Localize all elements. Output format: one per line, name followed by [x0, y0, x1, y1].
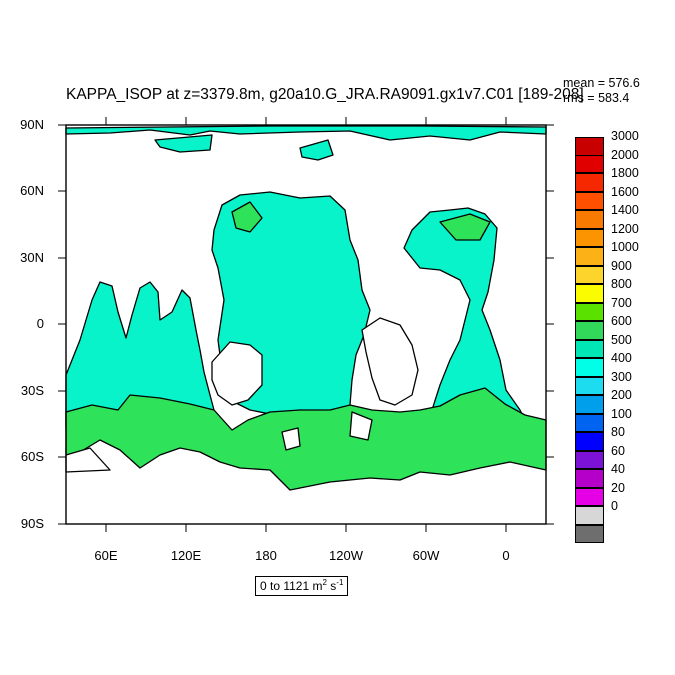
colorbar-swatch	[575, 265, 604, 284]
colorbar-swatch	[575, 247, 604, 266]
data-range-label: 0 to 1121 m2 s-1	[255, 576, 349, 596]
range-text: 0 to 1121 m	[260, 579, 323, 593]
lat-label-90s: 90S	[20, 516, 44, 531]
lat-label-60s: 60S	[20, 449, 44, 464]
colorbar-swatch	[575, 154, 604, 173]
lat-label-60n: 60N	[20, 183, 44, 198]
colorbar-swatch	[575, 432, 604, 451]
colorbar-label: 500	[611, 332, 632, 347]
colorbar-swatch	[575, 524, 604, 543]
arctic-region	[65, 125, 547, 141]
colorbar-swatch	[575, 376, 604, 395]
colorbar-label: 300	[611, 369, 632, 384]
new-zealand-land	[281, 427, 301, 451]
range-sup-1: 2	[322, 578, 327, 587]
drake-gap-land	[349, 411, 373, 441]
land-masks	[65, 317, 419, 473]
colorbar-swatch	[575, 210, 604, 229]
colorbar-swatch	[575, 506, 604, 525]
range-mid: s	[326, 579, 337, 593]
colorbar-swatch	[575, 358, 604, 377]
lat-label-0: 0	[36, 316, 44, 331]
colorbar-label: 800	[611, 277, 632, 291]
lon-label-120w: 120W	[329, 548, 363, 563]
colorbar-swatch	[575, 321, 604, 340]
rms-stat: rms = 583.4	[563, 91, 630, 105]
range-sup-2: -1	[336, 578, 344, 587]
lon-label-60e: 60E	[94, 548, 118, 563]
lon-label-180: 180	[255, 548, 277, 563]
colorbar-label: 200	[611, 388, 632, 402]
lon-label-0: 0	[502, 548, 510, 563]
mean-stat: mean = 576.6	[563, 76, 640, 90]
colorbar-swatch	[575, 469, 604, 488]
colorbar-label: 1600	[611, 184, 639, 199]
colorbar-swatch	[575, 487, 604, 506]
colorbar-swatch	[575, 173, 604, 192]
colorbar-label: 1400	[611, 203, 639, 217]
colorbar-swatch	[575, 137, 604, 156]
colorbar-swatch	[575, 450, 604, 469]
colorbar-swatch	[575, 339, 604, 358]
lat-label-30s: 30S	[20, 383, 44, 398]
australia-land	[211, 341, 263, 406]
lon-label-120e: 120E	[170, 548, 202, 563]
north-pacific-green	[231, 201, 263, 233]
colorbar-label: 100	[611, 406, 632, 421]
plot-title: KAPPA_ISOP at z=3379.8m, g20a10.G_JRA.RA…	[66, 86, 584, 103]
lon-label-60w: 60W	[412, 548, 440, 563]
ocean-field	[65, 125, 547, 491]
colorbar-swatch	[575, 395, 604, 414]
colorbar-swatch	[575, 228, 604, 247]
axis-ticks	[58, 117, 554, 532]
colorbar-label: 80	[611, 425, 625, 439]
lat-label-90n: 90N	[20, 117, 44, 132]
americas-land	[361, 317, 419, 406]
colorbar-label: 40	[611, 462, 625, 476]
colorbar-label: 2000	[611, 147, 639, 162]
colorbar-swatch	[575, 302, 604, 321]
colorbar-label: 0	[611, 499, 618, 513]
colorbar-label: 1000	[611, 240, 639, 254]
colorbar-label: 1800	[611, 166, 639, 180]
colorbar-label: 600	[611, 314, 632, 328]
colorbar-label: 3000	[611, 129, 639, 143]
arctic-patch-bering	[299, 139, 334, 161]
colorbar-label: 900	[611, 258, 632, 273]
colorbar-label: 20	[611, 480, 625, 495]
lat-label-30n: 30N	[20, 250, 44, 265]
arctic-patch-east	[154, 134, 213, 153]
colorbar-swatch	[575, 413, 604, 432]
colorbar-label: 1200	[611, 221, 639, 236]
north-atlantic-green	[439, 213, 491, 241]
colorbar-swatch	[575, 284, 604, 303]
colorbar-label: 700	[611, 295, 632, 310]
colorbar-label: 60	[611, 443, 625, 458]
colorbar-label: 400	[611, 351, 632, 365]
colorbar-swatch	[575, 191, 604, 210]
